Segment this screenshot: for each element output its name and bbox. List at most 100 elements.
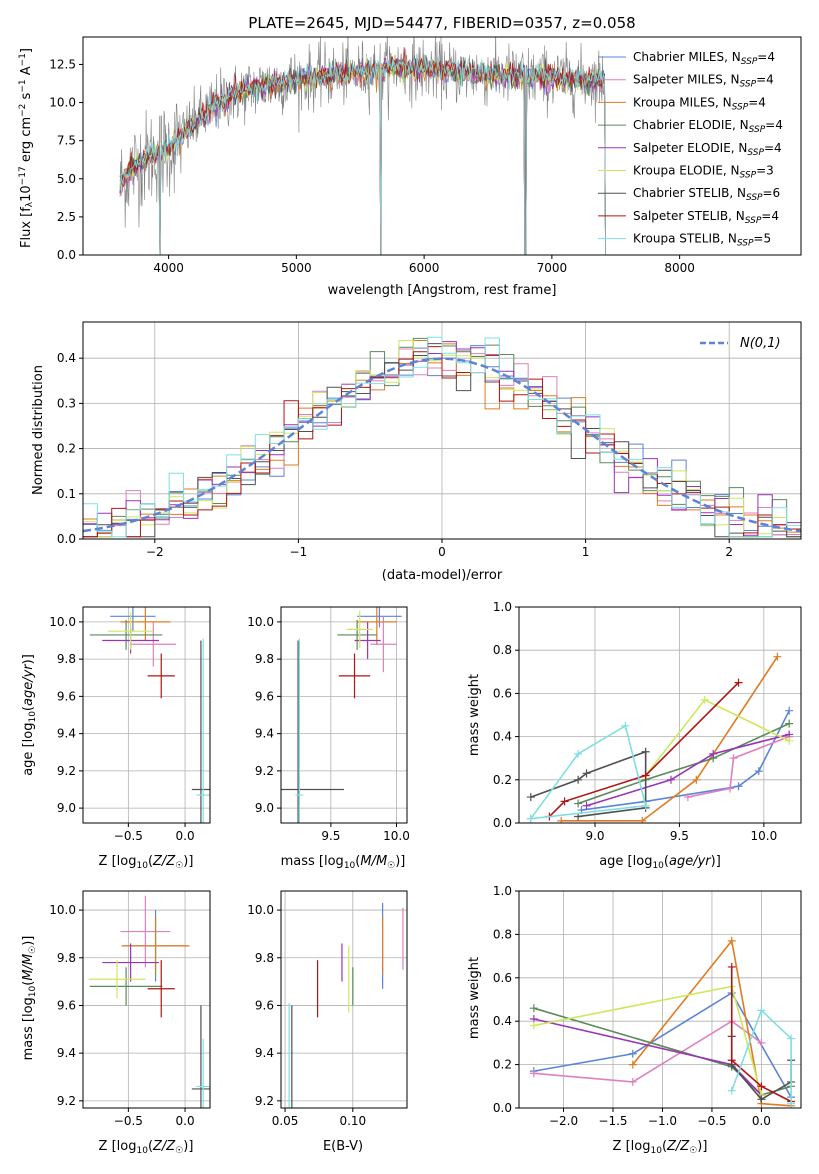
y-tick-label: 10.0 bbox=[49, 615, 76, 629]
x-tick-label: 0.05 bbox=[272, 1114, 299, 1128]
residuals-marks bbox=[83, 336, 801, 538]
y-tick-label: 0.1 bbox=[57, 487, 76, 501]
Z_mass-marks bbox=[88, 895, 210, 1108]
weight-point bbox=[787, 1099, 796, 1108]
y-tick-label: 9.6 bbox=[255, 998, 274, 1012]
axes-frame bbox=[280, 606, 408, 824]
Z-weight-ylabel: mass weight bbox=[467, 957, 482, 1039]
axes-frame bbox=[518, 606, 802, 824]
x-tick-label: −0.5 bbox=[114, 829, 143, 843]
y-tick-label: 0.2 bbox=[493, 773, 512, 787]
weight-point bbox=[666, 775, 675, 784]
weight-point bbox=[726, 784, 735, 793]
x-tick-label: 5000 bbox=[281, 261, 312, 275]
x-tick-label: 2 bbox=[725, 545, 733, 559]
weight-point bbox=[727, 962, 736, 971]
y-tick-label: 0.0 bbox=[57, 532, 76, 546]
spectrum-ylabel: Flux [fλ10−17 erg cm−2 s−1 A−1] bbox=[18, 48, 35, 248]
weight-point bbox=[785, 706, 794, 715]
weight-series-line bbox=[548, 682, 740, 818]
axes-frame bbox=[82, 606, 211, 824]
weight-point bbox=[727, 936, 736, 945]
EBV-xlabel: E(B-V) bbox=[323, 1139, 363, 1154]
weight-series-line bbox=[533, 1018, 762, 1096]
weight-point bbox=[574, 775, 583, 784]
y-tick-label: 9.4 bbox=[57, 727, 76, 741]
y-tick-label: 1.0 bbox=[493, 884, 512, 898]
Z-age-xlabel: Z [log10(Z/Z☉)] bbox=[99, 854, 194, 871]
resid-ylabel: Normed distribution bbox=[31, 365, 46, 495]
y-tick-label: 9.8 bbox=[57, 652, 76, 666]
y-tick-label: 0.6 bbox=[493, 686, 512, 700]
y-tick-label: 9.8 bbox=[255, 951, 274, 965]
y-tick-label: 0.4 bbox=[57, 351, 76, 365]
axes-frame bbox=[82, 36, 802, 256]
weight-series-line bbox=[730, 1008, 792, 1104]
y-tick-label: 9.2 bbox=[57, 1094, 76, 1108]
y-tick-label: 10.0 bbox=[247, 903, 274, 917]
age-weight-ylabel: mass weight bbox=[467, 674, 482, 756]
axes-frame bbox=[518, 890, 802, 1109]
resid-xlabel: (data-model)/error bbox=[382, 568, 503, 583]
weight-point bbox=[582, 769, 591, 778]
Z-mass-ylabel: mass [log10(M/M☉)] bbox=[21, 936, 38, 1061]
x-tick-label: 0 bbox=[438, 545, 446, 559]
legend-label: Kroupa MILES, NSSP=4 bbox=[633, 95, 766, 112]
x-tick-label: 7000 bbox=[537, 261, 568, 275]
x-tick-label: 4000 bbox=[153, 261, 184, 275]
weight-series-line bbox=[561, 656, 779, 822]
x-tick-label: −0.5 bbox=[114, 1114, 143, 1128]
legend-label: Chabrier STELIB, NSSP=6 bbox=[633, 186, 780, 203]
y-tick-label: 9.4 bbox=[255, 727, 274, 741]
weight-point bbox=[574, 749, 583, 758]
x-tick-label: −2 bbox=[146, 545, 164, 559]
weight-point bbox=[638, 816, 647, 823]
EBV_mass-axes: 0.05 0.10 9.2 9.4 9.6 9.8 10.0 bbox=[247, 890, 408, 1128]
weight-point bbox=[628, 1077, 637, 1086]
weight-point bbox=[757, 1095, 766, 1104]
histogram-step bbox=[83, 336, 801, 538]
y-tick-label: 9.8 bbox=[255, 652, 274, 666]
Z-mass-xlabel: Z [log10(Z/Z☉)] bbox=[99, 1139, 194, 1156]
Z_age-marks bbox=[89, 607, 210, 823]
Z-age-ylabel: age [log10(age/yr)] bbox=[21, 654, 38, 776]
legend-label: Salpeter ELODIE, NSSP=4 bbox=[633, 141, 782, 158]
y-tick-label: 10.0 bbox=[49, 903, 76, 917]
weight-point bbox=[754, 767, 763, 776]
legend-label: Chabrier ELODIE, NSSP=4 bbox=[633, 118, 783, 135]
x-tick-label: 10.0 bbox=[750, 829, 777, 843]
weight-series-line bbox=[730, 966, 792, 1103]
weight-series-line bbox=[645, 698, 790, 776]
y-tick-label: 9.2 bbox=[255, 1094, 274, 1108]
y-tick-label: 0.8 bbox=[493, 643, 512, 657]
axis-labels: Flux [fλ10−17 erg cm−2 s−1 A−1] waveleng… bbox=[18, 48, 721, 1156]
weight-point bbox=[582, 801, 591, 810]
y-tick-label: 1.0 bbox=[493, 600, 512, 614]
mass_age-axes: 9.5 10.0 9.0 9.2 9.4 9.6 9.8 10.0 bbox=[247, 606, 410, 843]
y-tick-label: 0.2 bbox=[493, 1058, 512, 1072]
y-tick-label: 9.0 bbox=[57, 801, 76, 815]
weight-point bbox=[785, 736, 794, 745]
axes-frame bbox=[280, 890, 408, 1109]
weight-point bbox=[560, 797, 569, 806]
y-tick-label: 5.0 bbox=[57, 172, 76, 186]
weight-point bbox=[787, 1034, 796, 1043]
legend-label: Chabrier MILES, NSSP=4 bbox=[633, 50, 775, 67]
Z-weight-xlabel: Z [log10(Z/Z☉)] bbox=[613, 1139, 708, 1156]
y-tick-label: 0.4 bbox=[493, 1014, 512, 1028]
weight-point bbox=[641, 771, 650, 780]
weight-point bbox=[773, 652, 782, 661]
mass_age-marks bbox=[281, 607, 402, 823]
weight-point bbox=[785, 719, 794, 728]
y-tick-label: 0.0 bbox=[493, 1101, 512, 1115]
EBV_mass-marks bbox=[288, 902, 404, 1108]
x-tick-label: 1 bbox=[582, 545, 590, 559]
weight-point bbox=[692, 775, 701, 784]
weight-point bbox=[727, 1086, 736, 1095]
weight-point bbox=[628, 1049, 637, 1058]
figure-title: PLATE=2645, MJD=54477, FIBERID=0357, z=0… bbox=[248, 14, 635, 32]
Z_age-axes: −0.5 0.0 9.0 9.2 9.4 9.6 9.8 10.0 bbox=[49, 606, 211, 843]
x-tick-label: 9.5 bbox=[321, 829, 340, 843]
weight-point bbox=[529, 1021, 538, 1030]
x-tick-label: 9.0 bbox=[585, 829, 604, 843]
